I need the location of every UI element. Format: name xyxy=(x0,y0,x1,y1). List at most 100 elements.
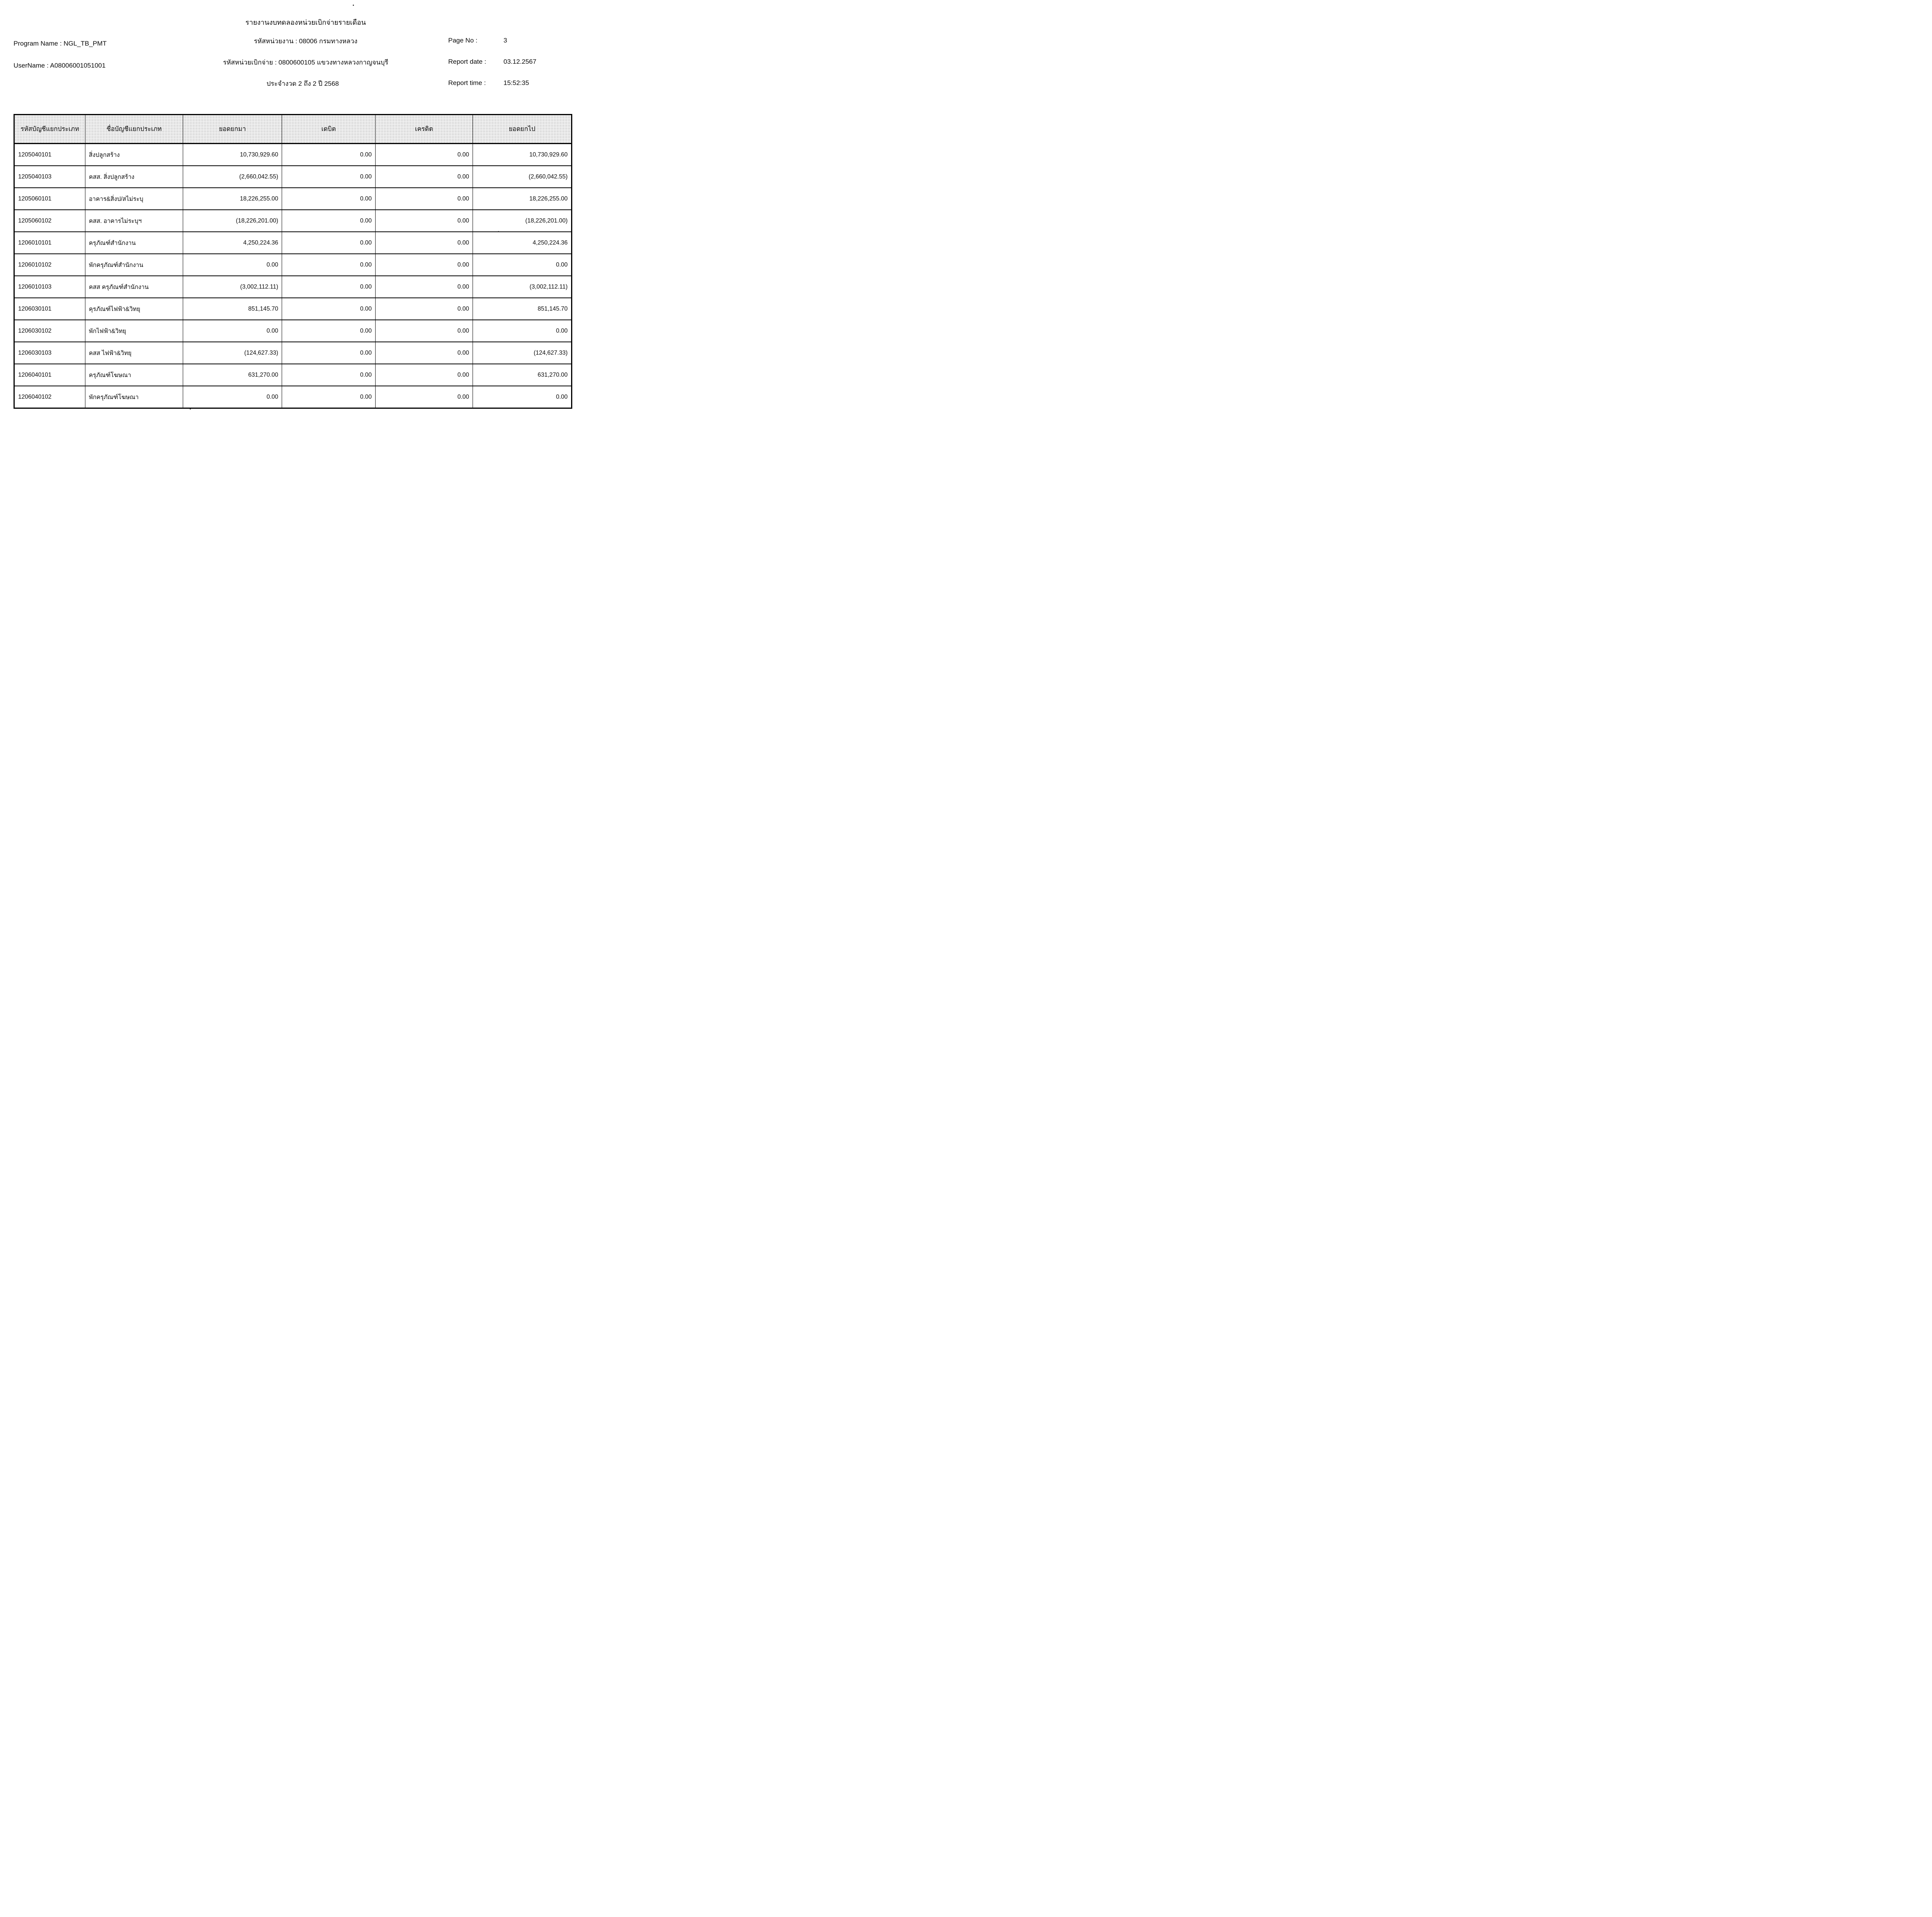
account-name: พักไฟฟ้า&วิทยุ xyxy=(85,320,183,342)
account-code: 1206030101 xyxy=(14,297,85,320)
balance-brought-forward: 851,145.70 xyxy=(183,297,282,320)
program-name-value: NGL_TB_PMT xyxy=(63,40,107,47)
page-no-value: 3 xyxy=(503,37,507,44)
col-header-account-code: รหัสบัญชีแยกประเภท xyxy=(14,114,85,144)
account-code: 1206040102 xyxy=(14,386,85,409)
balance-brought-forward: (124,627.33) xyxy=(183,342,282,364)
disbursement-unit-line: รหัสหน่วยเบิกจ่าย : 0800600105 แขวงทางหล… xyxy=(223,59,388,66)
balance-carried-forward: 0.00 xyxy=(473,253,572,276)
col-header-debit: เดบิต xyxy=(282,114,376,144)
account-code: 1205040103 xyxy=(14,165,85,188)
report-page: รายงานงบทดลองหน่วยเบิกจ่ายรายเดือน รหัสห… xyxy=(0,0,597,422)
credit: 0.00 xyxy=(375,143,473,166)
table-row: 1205040103 คสส. สิ่งปลูกสร้าง (2,660,042.5… xyxy=(14,165,572,188)
account-name: สิ่งปลูกสร้าง xyxy=(85,143,183,166)
username-label: UserName : xyxy=(14,62,49,69)
credit: 0.00 xyxy=(375,187,473,210)
balance-carried-forward: 851,145.70 xyxy=(473,297,572,320)
account-code: 1205060102 xyxy=(14,209,85,232)
balance-brought-forward: 0.00 xyxy=(183,253,282,276)
account-name: พักครุภัณฑ์สำนักงาน xyxy=(85,253,183,276)
credit: 0.00 xyxy=(375,320,473,342)
agency-code-line: รหัสหน่วยงาน : 08006 กรมทางหลวง xyxy=(254,37,357,45)
account-name: คสส ไฟฟ้า&วิทยุ xyxy=(85,342,183,364)
balance-carried-forward: 18,226,255.00 xyxy=(473,187,572,210)
balance-carried-forward: 0.00 xyxy=(473,320,572,342)
account-code: 1206040101 xyxy=(14,364,85,386)
debit: 0.00 xyxy=(282,253,376,276)
col-header-balance-carried-forward: ยอดยกไป xyxy=(473,114,572,144)
table-row: 1206040101 ครุภัณฑ์โฆษณา 631,270.00 0.00 0.0… xyxy=(14,364,572,386)
balance-carried-forward: 0.00 xyxy=(473,386,572,409)
table-row: 1206030103 คสส ไฟฟ้า&วิทยุ (124,627.33) 0.0… xyxy=(14,342,572,364)
account-code: 1206010102 xyxy=(14,253,85,276)
debit: 0.00 xyxy=(282,320,376,342)
table-row: 1205060102 คสส. อาคารไม่ระบุฯ (18,226,201.… xyxy=(14,209,572,232)
balance-carried-forward: 631,270.00 xyxy=(473,364,572,386)
account-name: อาคาร&สิ่งป/สไม่ระบุ xyxy=(85,187,183,210)
account-name: คุรภัณฑ์ไฟฟ้า&วิทยุ xyxy=(85,297,183,320)
credit: 0.00 xyxy=(375,253,473,276)
debit: 0.00 xyxy=(282,297,376,320)
balance-brought-forward: (2,660,042.55) xyxy=(183,165,282,188)
balance-carried-forward: (2,660,042.55) xyxy=(473,165,572,188)
credit: 0.00 xyxy=(375,231,473,254)
debit: 0.00 xyxy=(282,342,376,364)
table-header: รหัสบัญชีแยกประเภท ชื่อบัญชีแยกประเภท ยอ… xyxy=(14,114,572,144)
balance-brought-forward: 0.00 xyxy=(183,386,282,409)
credit: 0.00 xyxy=(375,209,473,232)
table-row: 1205040101 สิ่งปลูกสร้าง 10,730,929.60 0.00… xyxy=(14,143,572,166)
table-row: 1206010101 ครุภัณฑ์สำนักงาน 4,250,224.36 0.… xyxy=(14,231,572,254)
report-time-value: 15:52:35 xyxy=(503,79,529,87)
credit: 0.00 xyxy=(375,297,473,320)
report-title: รายงานงบทดลองหน่วยเบิกจ่ายรายเดือน xyxy=(245,19,366,26)
debit: 0.00 xyxy=(282,275,376,298)
account-code: 1205060101 xyxy=(14,187,85,210)
program-name-label: Program Name : xyxy=(14,40,62,47)
balance-brought-forward: 4,250,224.36 xyxy=(183,231,282,254)
credit: 0.00 xyxy=(375,275,473,298)
credit: 0.00 xyxy=(375,165,473,188)
debit: 0.00 xyxy=(282,143,376,166)
report-date-value: 03.12.2567 xyxy=(503,58,537,65)
credit: 0.00 xyxy=(375,364,473,386)
scan-speck xyxy=(190,408,191,410)
username-value: A08006001051001 xyxy=(50,62,106,69)
account-name: ครุภัณฑ์สำนักงาน xyxy=(85,231,183,254)
report-date-label: Report date : xyxy=(448,58,486,65)
table-row: 1206040102 พักครุภัณฑ์โฆษณา 0.00 0.00 0.00 0.… xyxy=(14,386,572,409)
table-row: 1206010103 คสส ครุภัณฑ์สำนักงาน (3,002,112… xyxy=(14,275,572,298)
account-name: ครุภัณฑ์โฆษณา xyxy=(85,364,183,386)
account-name: พักครุภัณฑ์โฆษณา xyxy=(85,386,183,409)
report-time-label: Report time : xyxy=(448,79,486,87)
table-row: 1206030101 คุรภัณฑ์ไฟฟ้า&วิทยุ 851,145.70 0… xyxy=(14,297,572,320)
scan-speck xyxy=(498,231,499,232)
account-code: 1206010103 xyxy=(14,275,85,298)
account-code: 1206010101 xyxy=(14,231,85,254)
col-header-credit: เครดิต xyxy=(375,114,473,144)
account-name: คสส. สิ่งปลูกสร้าง xyxy=(85,165,183,188)
trial-balance-table: รหัสบัญชีแยกประเภท ชื่อบัญชีแยกประเภท ยอ… xyxy=(14,114,572,409)
table-body: 1205040101 สิ่งปลูกสร้าง 10,730,929.60 0.00… xyxy=(14,143,572,409)
account-code: 1205040101 xyxy=(14,143,85,166)
balance-brought-forward: (3,002,112.11) xyxy=(183,275,282,298)
account-code: 1206030103 xyxy=(14,342,85,364)
debit: 0.00 xyxy=(282,209,376,232)
page-no-label: Page No : xyxy=(448,37,478,44)
account-name: คสส ครุภัณฑ์สำนักงาน xyxy=(85,275,183,298)
scan-speck xyxy=(353,5,354,6)
col-header-account-name: ชื่อบัญชีแยกประเภท xyxy=(85,114,183,144)
balance-carried-forward: (18,226,201.00) xyxy=(473,209,572,232)
debit: 0.00 xyxy=(282,231,376,254)
balance-brought-forward: 10,730,929.60 xyxy=(183,143,282,166)
debit: 0.00 xyxy=(282,187,376,210)
debit: 0.00 xyxy=(282,364,376,386)
username-row: UserName : A08006001051001 xyxy=(14,62,105,70)
account-name: คสส. อาคารไม่ระบุฯ xyxy=(85,209,183,232)
balance-brought-forward: 18,226,255.00 xyxy=(183,187,282,210)
program-name-row: Program Name : NGL_TB_PMT xyxy=(14,40,107,48)
period-line: ประจำงวด 2 ถึง 2 ปี 2568 xyxy=(266,80,339,87)
balance-carried-forward: 10,730,929.60 xyxy=(473,143,572,166)
table-row: 1205060101 อาคาร&สิ่งป/สไม่ระบุ 18,226,255… xyxy=(14,187,572,210)
balance-carried-forward: (3,002,112.11) xyxy=(473,275,572,298)
